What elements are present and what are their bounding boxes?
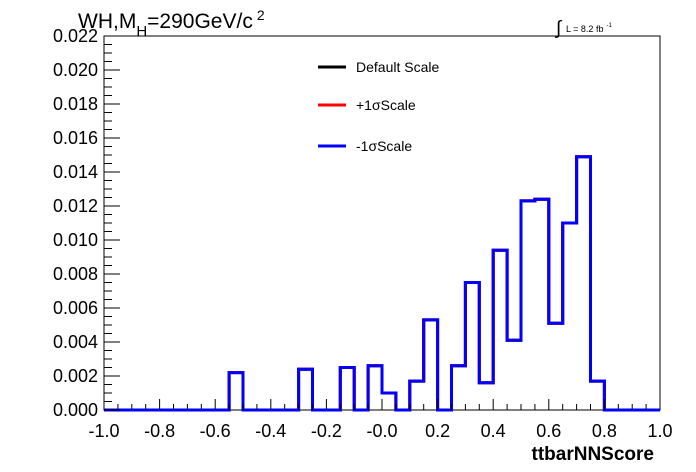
x-tick-label: 1.0: [647, 421, 672, 441]
title-superscript: 2: [257, 7, 265, 23]
y-tick-label: 0.012: [53, 196, 98, 216]
y-tick-label: 0.000: [53, 400, 98, 420]
lumi-superscript: -1: [606, 23, 612, 29]
title-rest: =290GeV/c: [147, 10, 253, 33]
x-tick-label: -0.2: [311, 421, 342, 441]
histogram-series-3: [104, 155, 660, 412]
x-tick-label: 0.6: [536, 421, 561, 441]
y-tick-label: 0.008: [53, 264, 98, 284]
title-main: WH,M: [78, 10, 136, 33]
legend-label-minus1sigma: -1σScale: [356, 138, 412, 154]
series-layer: [104, 155, 660, 412]
integral-sign: ∫: [555, 18, 563, 39]
x-tick-label: -0.4: [255, 421, 286, 441]
x-tick-label: 0.8: [592, 421, 617, 441]
y-tick-label: 0.006: [53, 298, 98, 318]
x-axis-label: ttbarNNScore: [532, 444, 654, 465]
legend-label-plus1sigma: +1σScale: [356, 97, 416, 113]
y-tick-label: 0.002: [53, 366, 98, 386]
x-tick-label: -0.6: [200, 421, 231, 441]
lumi-label: L = 8.2 fb -1: [566, 23, 612, 34]
y-tick-label: 0.022: [53, 26, 98, 46]
x-tick-label: 0.4: [481, 421, 506, 441]
lumi-text: L = 8.2 fb: [566, 24, 603, 34]
legend: Default Scale +1σScale -1σScale: [318, 59, 439, 154]
x-tick-label: -1.0: [88, 421, 119, 441]
legend-label-default: Default Scale: [356, 59, 439, 75]
chart-title: WH,MH=290GeV/c 2: [78, 7, 265, 40]
x-tick-label: 0.2: [425, 421, 450, 441]
y-tick-label: 0.018: [53, 94, 98, 114]
y-tick-label: 0.004: [53, 332, 98, 352]
y-tick-label: 0.020: [53, 60, 98, 80]
y-tick-label: 0.016: [53, 128, 98, 148]
title-subscript: H: [136, 23, 147, 40]
y-tick-label: 0.014: [53, 162, 98, 182]
axes-layer: -1.0 -0.8 -0.6 -0.4 -0.2 -0.0 0.2 0.4 0.6 0.8 1.0 0…: [53, 26, 673, 441]
x-tick-label: -0.8: [144, 421, 175, 441]
y-tick-label: 0.010: [53, 230, 98, 250]
x-tick-label: -0.0: [366, 421, 397, 441]
